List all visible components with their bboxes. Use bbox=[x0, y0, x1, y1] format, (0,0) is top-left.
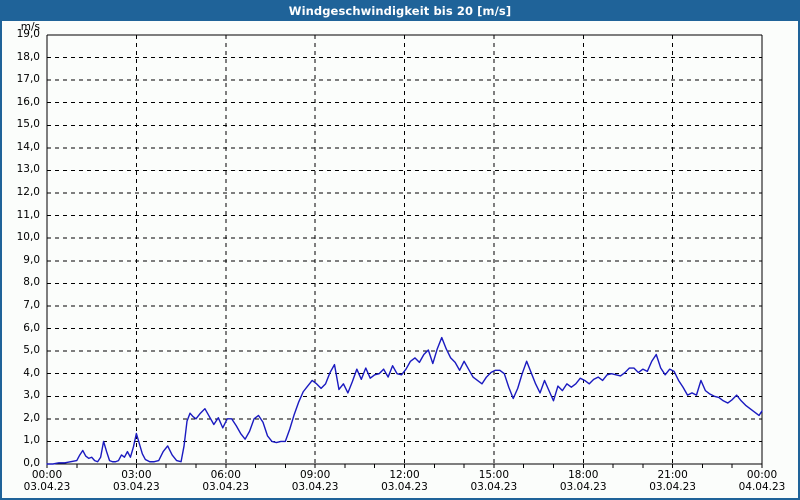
y-axis-tick-label: 7,0 bbox=[23, 298, 40, 311]
x-axis-tick-date: 03.04.23 bbox=[23, 481, 71, 493]
y-axis-tick-label: 14,0 bbox=[16, 140, 40, 153]
window-title-bar: Windgeschwindigkeit bis 20 [m/s] bbox=[2, 2, 798, 21]
y-axis-tick-label: 17,0 bbox=[16, 73, 40, 86]
y-axis-tick-label: 1,0 bbox=[23, 434, 40, 447]
x-axis-tick-time: 00:00 bbox=[31, 469, 63, 481]
x-axis-tick-time: 09:00 bbox=[299, 469, 331, 481]
y-axis-tick-label: 6,0 bbox=[23, 321, 40, 334]
y-axis-tick-label: 18,0 bbox=[16, 50, 40, 63]
x-axis-tick-label: 18:00 03.04.23 bbox=[543, 469, 623, 493]
x-axis-tick-date: 03.04.23 bbox=[112, 481, 160, 493]
x-axis-tick-date: 03.04.23 bbox=[649, 481, 696, 493]
x-axis-tick-date: 04.04.23 bbox=[738, 481, 786, 493]
y-axis-tick-label: 8,0 bbox=[23, 276, 40, 289]
x-axis-tick-time: 15:00 bbox=[478, 469, 509, 481]
chart-plot-area: m/s 0,0 1,0 2,0 3,0 4,0 5,0 6,0 7,0 8,0 9,0 10,0 11… bbox=[2, 21, 798, 498]
y-axis-tick-label: 19,0 bbox=[16, 28, 40, 40]
y-axis-tick-label: 15,0 bbox=[16, 118, 40, 131]
x-axis-tick-date: 03.04.23 bbox=[559, 481, 607, 493]
x-axis-tick-time: 06:00 bbox=[210, 469, 241, 481]
y-axis-tick-label: 13,0 bbox=[16, 163, 40, 176]
x-axis-tick-date: 03.04.23 bbox=[202, 481, 250, 493]
y-axis-tick-label: 10,0 bbox=[16, 231, 40, 244]
y-axis-tick-label: 16,0 bbox=[16, 95, 40, 108]
x-axis-tick-time: 03:00 bbox=[121, 469, 152, 481]
y-axis-tick-label: 0,0 bbox=[23, 457, 40, 469]
x-axis-tick-date: 03.04.23 bbox=[470, 481, 518, 493]
x-axis-tick-date: 03.04.23 bbox=[291, 481, 339, 493]
x-axis-tick-label: 15:00 03.04.23 bbox=[454, 469, 534, 493]
y-axis-tick-label: 9,0 bbox=[23, 253, 40, 266]
x-axis-tick-time: 12:00 bbox=[389, 469, 420, 481]
y-axis-tick-label: 11,0 bbox=[16, 208, 40, 221]
x-axis-tick-label: 09:00 03.04.23 bbox=[275, 469, 355, 493]
x-axis-tick-label: 21:00 03.04.23 bbox=[633, 469, 713, 493]
x-axis-tick-date: 03.04.23 bbox=[381, 481, 428, 493]
x-axis-tick-time: 21:00 bbox=[657, 469, 688, 481]
x-axis-tick-label: 03:00 03.04.23 bbox=[96, 469, 176, 493]
x-axis-tick-label: 12:00 03.04.23 bbox=[365, 469, 445, 493]
y-axis-tick-label: 2,0 bbox=[23, 411, 40, 424]
y-axis-tick-label: 12,0 bbox=[16, 186, 40, 199]
x-axis-tick-time: 00:00 bbox=[746, 469, 778, 481]
y-axis-tick-label: 4,0 bbox=[23, 366, 40, 379]
x-axis-tick-label: 00:00 04.04.23 bbox=[722, 469, 798, 493]
y-axis-unit-label: m/s bbox=[20, 21, 40, 33]
x-axis-tick-label: 00:00 03.04.23 bbox=[7, 469, 87, 493]
y-axis-tick-label: 3,0 bbox=[23, 389, 40, 402]
wind-speed-line-chart bbox=[46, 34, 763, 468]
x-axis-tick-label: 06:00 03.04.23 bbox=[186, 469, 266, 493]
x-axis-tick-time: 18:00 bbox=[568, 469, 599, 481]
y-axis-tick-label: 5,0 bbox=[23, 344, 40, 357]
